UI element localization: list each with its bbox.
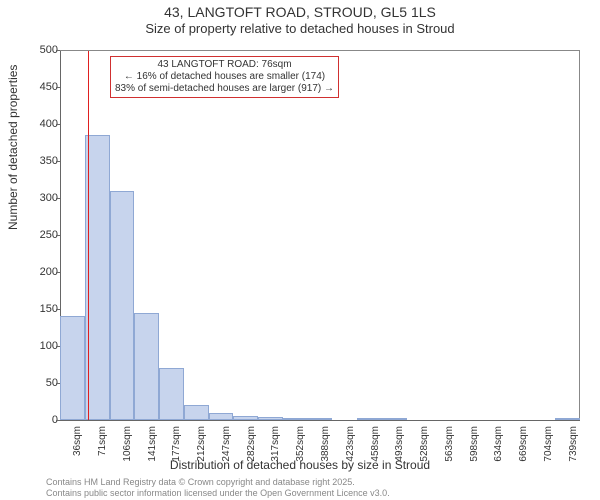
y-axis-label: Number of detached properties bbox=[6, 65, 20, 230]
y-tick-mark bbox=[56, 420, 60, 421]
y-tick-mark bbox=[56, 50, 60, 51]
x-tick-label: 247sqm bbox=[221, 426, 232, 466]
y-tick-mark bbox=[56, 87, 60, 88]
annotation-line: 83% of semi-detached houses are larger (… bbox=[115, 83, 334, 95]
x-tick-label: 528sqm bbox=[419, 426, 430, 466]
chart-title-sub: Size of property relative to detached ho… bbox=[0, 21, 600, 37]
x-tick-label: 739sqm bbox=[568, 426, 579, 466]
histogram-bar bbox=[60, 316, 85, 420]
y-tick-label: 450 bbox=[28, 81, 58, 93]
histogram-bar bbox=[308, 418, 333, 420]
histogram-bar bbox=[209, 413, 234, 420]
annotation-line: ← 16% of detached houses are smaller (17… bbox=[115, 71, 334, 83]
plot-region: 43 LANGTOFT ROAD: 76sqm← 16% of detached… bbox=[60, 51, 579, 420]
y-tick-mark bbox=[56, 272, 60, 273]
x-tick-label: 493sqm bbox=[394, 426, 405, 466]
footer-line-2: Contains public sector information licen… bbox=[46, 488, 390, 498]
x-tick-label: 317sqm bbox=[270, 426, 281, 466]
annotation-line: 43 LANGTOFT ROAD: 76sqm bbox=[115, 59, 334, 71]
x-tick-label: 282sqm bbox=[246, 426, 257, 466]
y-tick-mark bbox=[56, 198, 60, 199]
footer-attribution: Contains HM Land Registry data © Crown c… bbox=[46, 477, 390, 498]
chart-plot-area: 43 LANGTOFT ROAD: 76sqm← 16% of detached… bbox=[60, 50, 580, 420]
y-tick-mark bbox=[56, 346, 60, 347]
histogram-bar bbox=[184, 405, 209, 420]
histogram-bar bbox=[134, 313, 159, 420]
x-tick-label: 388sqm bbox=[320, 426, 331, 466]
chart-title-main: 43, LANGTOFT ROAD, STROUD, GL5 1LS bbox=[0, 4, 600, 21]
x-tick-label: 704sqm bbox=[543, 426, 554, 466]
y-tick-label: 200 bbox=[28, 266, 58, 278]
histogram-bar bbox=[382, 418, 407, 420]
y-tick-mark bbox=[56, 161, 60, 162]
chart-title-block: 43, LANGTOFT ROAD, STROUD, GL5 1LS Size … bbox=[0, 0, 600, 36]
y-tick-mark bbox=[56, 309, 60, 310]
y-tick-label: 250 bbox=[28, 229, 58, 241]
x-tick-label: 36sqm bbox=[72, 426, 83, 466]
histogram-bar bbox=[159, 368, 184, 420]
footer-line-1: Contains HM Land Registry data © Crown c… bbox=[46, 477, 390, 487]
y-tick-label: 400 bbox=[28, 118, 58, 130]
y-tick-label: 50 bbox=[28, 377, 58, 389]
y-tick-label: 150 bbox=[28, 303, 58, 315]
x-tick-label: 352sqm bbox=[295, 426, 306, 466]
x-tick-label: 563sqm bbox=[444, 426, 455, 466]
x-axis-line bbox=[60, 420, 580, 421]
x-tick-label: 598sqm bbox=[469, 426, 480, 466]
histogram-bar bbox=[258, 417, 283, 420]
histogram-bar bbox=[555, 418, 580, 420]
y-tick-label: 300 bbox=[28, 192, 58, 204]
x-tick-label: 458sqm bbox=[370, 426, 381, 466]
x-tick-label: 177sqm bbox=[171, 426, 182, 466]
y-tick-mark bbox=[56, 124, 60, 125]
x-tick-label: 106sqm bbox=[122, 426, 133, 466]
histogram-bar bbox=[233, 416, 258, 420]
histogram-bar bbox=[110, 191, 135, 420]
x-tick-label: 634sqm bbox=[493, 426, 504, 466]
y-tick-label: 100 bbox=[28, 340, 58, 352]
annotation-box: 43 LANGTOFT ROAD: 76sqm← 16% of detached… bbox=[110, 56, 339, 98]
y-tick-label: 500 bbox=[28, 44, 58, 56]
y-tick-label: 0 bbox=[28, 414, 58, 426]
histogram-bar bbox=[283, 418, 308, 420]
x-tick-label: 212sqm bbox=[196, 426, 207, 466]
marker-line bbox=[88, 51, 89, 420]
x-tick-label: 141sqm bbox=[147, 426, 158, 466]
x-tick-label: 669sqm bbox=[518, 426, 529, 466]
y-tick-mark bbox=[56, 383, 60, 384]
y-tick-mark bbox=[56, 235, 60, 236]
histogram-bar bbox=[357, 418, 382, 420]
x-tick-label: 71sqm bbox=[97, 426, 108, 466]
x-tick-label: 423sqm bbox=[345, 426, 356, 466]
y-tick-label: 350 bbox=[28, 155, 58, 167]
